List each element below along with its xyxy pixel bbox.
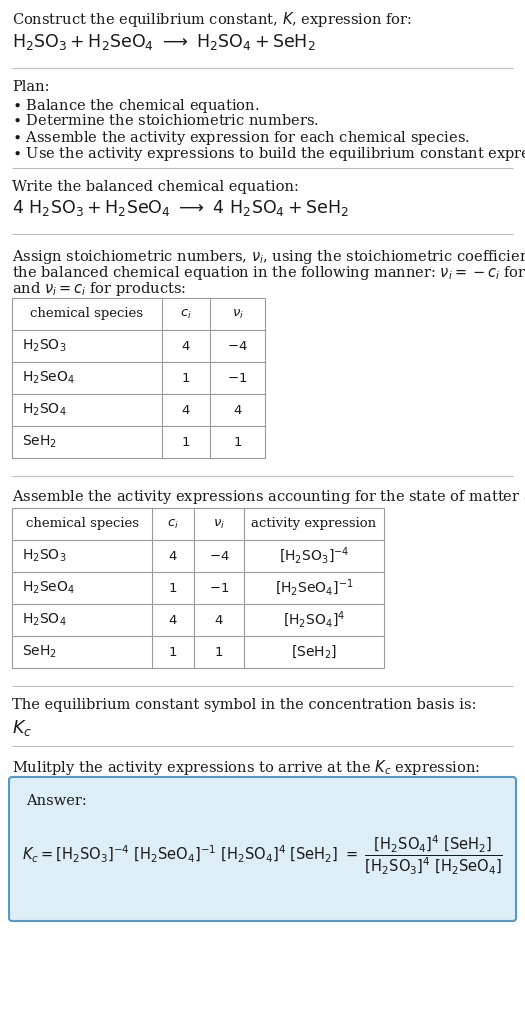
Text: 1: 1 bbox=[182, 372, 190, 384]
Text: $\bullet$ Balance the chemical equation.: $\bullet$ Balance the chemical equation. bbox=[12, 97, 259, 115]
Text: $\bullet$ Determine the stoichiometric numbers.: $\bullet$ Determine the stoichiometric n… bbox=[12, 113, 319, 128]
Text: $\mathrm{H_2SO_3}$: $\mathrm{H_2SO_3}$ bbox=[22, 548, 66, 564]
Text: $[\mathrm{H_2SeO_4}]^{-1}$: $[\mathrm{H_2SeO_4}]^{-1}$ bbox=[275, 578, 353, 598]
Text: 4: 4 bbox=[169, 550, 177, 563]
Text: $\mathrm{H_2SO_3}$: $\mathrm{H_2SO_3}$ bbox=[22, 337, 66, 355]
Text: $K_c = [\mathrm{H_2SO_3}]^{-4}\ [\mathrm{H_2SeO_4}]^{-1}\ [\mathrm{H_2SO_4}]^{4}: $K_c = [\mathrm{H_2SO_3}]^{-4}\ [\mathrm… bbox=[22, 833, 503, 877]
Text: The equilibrium constant symbol in the concentration basis is:: The equilibrium constant symbol in the c… bbox=[12, 698, 477, 712]
Bar bbox=[12, 508, 384, 668]
Text: Mulitply the activity expressions to arrive at the $K_c$ expression:: Mulitply the activity expressions to arr… bbox=[12, 758, 480, 777]
Bar bbox=[12, 298, 265, 458]
Text: $[\mathrm{H_2SO_3}]^{-4}$: $[\mathrm{H_2SO_3}]^{-4}$ bbox=[279, 546, 349, 566]
Text: $K_c$: $K_c$ bbox=[12, 718, 32, 738]
Text: $-4$: $-4$ bbox=[227, 339, 248, 353]
Text: $\bullet$ Assemble the activity expression for each chemical species.: $\bullet$ Assemble the activity expressi… bbox=[12, 129, 470, 147]
Text: $\mathrm{H_2SO_4}$: $\mathrm{H_2SO_4}$ bbox=[22, 612, 67, 628]
Text: Assemble the activity expressions accounting for the state of matter and $\nu_i$: Assemble the activity expressions accoun… bbox=[12, 488, 525, 506]
Text: $\mathrm{H_2SO_3 + H_2SeO_4 \ \longrightarrow \ H_2SO_4 + SeH_2}$: $\mathrm{H_2SO_3 + H_2SeO_4 \ \longright… bbox=[12, 31, 316, 52]
Text: 4: 4 bbox=[182, 403, 190, 417]
Text: $-1$: $-1$ bbox=[227, 372, 248, 384]
Text: $\bullet$ Use the activity expressions to build the equilibrium constant express: $\bullet$ Use the activity expressions t… bbox=[12, 145, 525, 163]
Text: and $\nu_i = c_i$ for products:: and $\nu_i = c_i$ for products: bbox=[12, 280, 186, 298]
Text: 4: 4 bbox=[182, 339, 190, 353]
Text: chemical species: chemical species bbox=[26, 517, 139, 530]
Text: $\mathrm{H_2SeO_4}$: $\mathrm{H_2SeO_4}$ bbox=[22, 370, 75, 386]
Text: activity expression: activity expression bbox=[251, 517, 376, 530]
Text: chemical species: chemical species bbox=[30, 308, 143, 320]
Text: $\nu_i$: $\nu_i$ bbox=[213, 517, 225, 530]
Text: 1: 1 bbox=[215, 645, 223, 658]
Text: 4: 4 bbox=[233, 403, 242, 417]
Text: 1: 1 bbox=[169, 581, 177, 594]
Text: 4: 4 bbox=[169, 614, 177, 627]
Text: Construct the equilibrium constant, $K$, expression for:: Construct the equilibrium constant, $K$,… bbox=[12, 10, 412, 29]
Text: $c_i$: $c_i$ bbox=[167, 517, 179, 530]
Text: $\mathrm{H_2SO_4}$: $\mathrm{H_2SO_4}$ bbox=[22, 401, 67, 419]
Text: 1: 1 bbox=[169, 645, 177, 658]
Text: Write the balanced chemical equation:: Write the balanced chemical equation: bbox=[12, 180, 299, 194]
Text: $\nu_i$: $\nu_i$ bbox=[232, 308, 244, 321]
Text: 1: 1 bbox=[182, 436, 190, 448]
Text: $\mathrm{H_2SeO_4}$: $\mathrm{H_2SeO_4}$ bbox=[22, 580, 75, 596]
FancyBboxPatch shape bbox=[9, 777, 516, 920]
Text: $[\mathrm{SeH_2}]$: $[\mathrm{SeH_2}]$ bbox=[291, 643, 337, 660]
Text: Assign stoichiometric numbers, $\nu_i$, using the stoichiometric coefficients, $: Assign stoichiometric numbers, $\nu_i$, … bbox=[12, 248, 525, 266]
Text: $\mathrm{SeH_2}$: $\mathrm{SeH_2}$ bbox=[22, 434, 57, 450]
Text: Answer:: Answer: bbox=[26, 793, 87, 808]
Text: 1: 1 bbox=[233, 436, 242, 448]
Text: $[\mathrm{H_2SO_4}]^{4}$: $[\mathrm{H_2SO_4}]^{4}$ bbox=[283, 610, 345, 630]
Text: $\mathrm{4\ H_2SO_3 + H_2SeO_4 \ \longrightarrow \ 4\ H_2SO_4 + SeH_2}$: $\mathrm{4\ H_2SO_3 + H_2SeO_4 \ \longri… bbox=[12, 198, 349, 218]
Text: $-1$: $-1$ bbox=[209, 581, 229, 594]
Text: the balanced chemical equation in the following manner: $\nu_i = -c_i$ for react: the balanced chemical equation in the fo… bbox=[12, 264, 525, 282]
Text: 4: 4 bbox=[215, 614, 223, 627]
Text: $\mathrm{SeH_2}$: $\mathrm{SeH_2}$ bbox=[22, 644, 57, 660]
Text: $-4$: $-4$ bbox=[208, 550, 229, 563]
Text: $c_i$: $c_i$ bbox=[180, 308, 192, 321]
Text: Plan:: Plan: bbox=[12, 80, 49, 94]
